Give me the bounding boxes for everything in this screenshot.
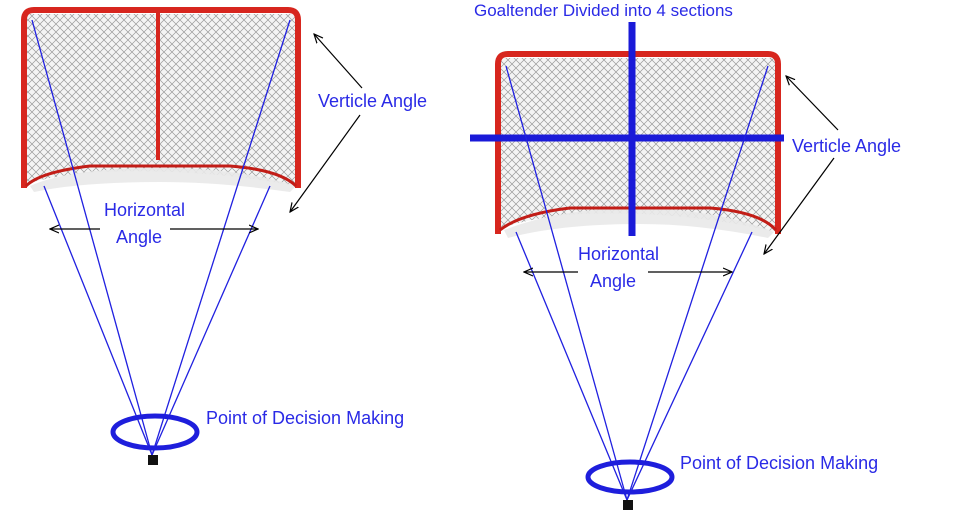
left-goal-base-bar (24, 164, 298, 188)
right-horizontal-label-line1: Horizontal (578, 244, 659, 264)
right-goal-net (498, 58, 776, 232)
left-goal-base-net (30, 168, 296, 192)
left-vertical-label: Verticle Angle (318, 91, 427, 111)
left-goal (21, 7, 301, 192)
left-sight-line (31, 19, 153, 456)
left-sight-line (151, 19, 291, 456)
right-goal-base-bar (499, 206, 778, 232)
right-sight-line (626, 231, 753, 501)
left-goal-frame (21, 7, 301, 188)
right-vertical-arrow (764, 157, 835, 254)
left-player-marker (148, 455, 158, 465)
right-decision-label: Point of Decision Making (680, 453, 878, 473)
left-sight-line (43, 185, 153, 456)
left-vertical-arrow (290, 114, 361, 212)
right-vertical-arrow (786, 76, 839, 131)
left-decision-label: Point of Decision Making (206, 408, 404, 428)
right-goal-frame (495, 51, 781, 234)
left-vertical-arrow (314, 34, 363, 89)
right-horizontal-label-line2: Angle (590, 271, 636, 291)
right-sight-line (515, 231, 628, 501)
right-goal-base-net (504, 208, 774, 238)
left-horizontal-label-line2: Angle (116, 227, 162, 247)
right-decision-ellipse (585, 459, 675, 495)
right-title: Goaltender Divided into 4 sections (474, 1, 733, 20)
left-horizontal-label-line1: Horizontal (104, 200, 185, 220)
right-player-marker (623, 500, 633, 510)
right-goal (495, 51, 781, 238)
right-sight-line (626, 65, 769, 501)
right-sight-lines (505, 65, 769, 501)
left-decision-ellipse (110, 413, 200, 451)
right-vertical-label: Verticle Angle (792, 136, 901, 156)
right-sight-line (505, 65, 628, 501)
